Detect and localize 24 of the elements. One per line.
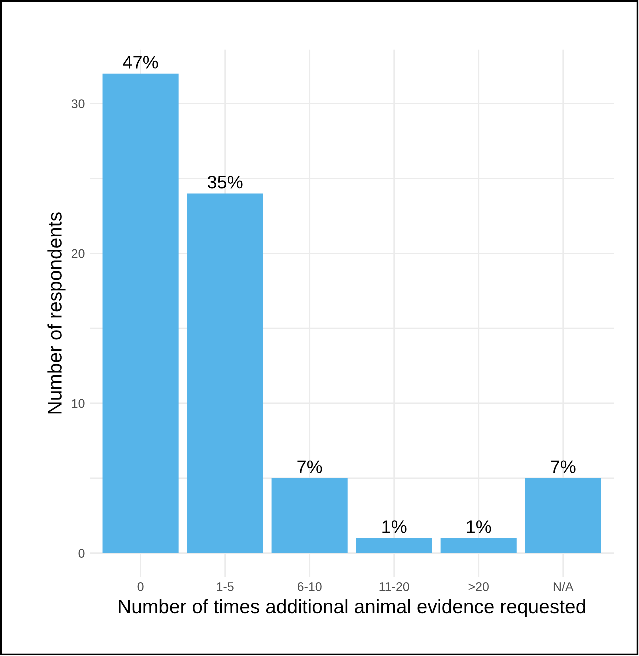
x-tick-label: 0 [138,582,144,592]
y-tick-label: 10 [72,399,85,408]
annotation: 1% [467,520,492,534]
bar [356,538,432,554]
x-tick-label: N/A [554,582,574,592]
annotation: 35% [208,176,243,189]
x-tick-label: 1-5 [217,582,234,592]
y-tick-label: 30 [72,100,85,108]
y-axis-title: Number of respondents [48,212,66,414]
bar [440,538,517,554]
bar [525,478,602,554]
y-tick-label: 20 [72,249,85,258]
bar [187,194,264,554]
annotation: 1% [382,520,407,534]
annotation: 7% [298,460,322,474]
y-tick-label: 0 [78,549,85,558]
bar [272,478,348,554]
annotation: 47% [123,56,158,69]
x-tick-label: >20 [468,582,489,592]
annotation: 7% [551,460,576,474]
bar [102,74,179,554]
x-tick-label: 6-10 [298,582,322,592]
x-tick-label: 11-20 [380,582,410,592]
x-axis-title: Number of times additional animal evidence requested [119,599,586,618]
